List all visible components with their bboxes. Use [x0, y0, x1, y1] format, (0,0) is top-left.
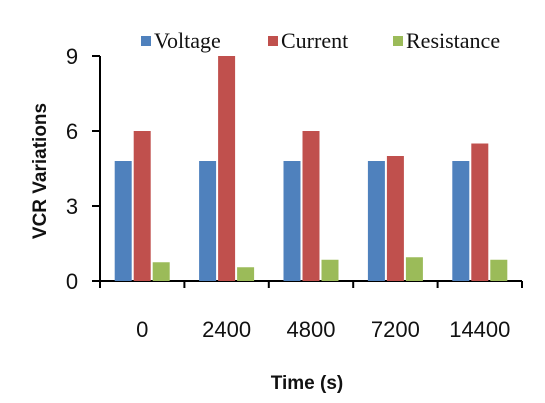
x-axis: 0 2400 4800 7200 14400	[99, 280, 523, 342]
bar-resistance-2400	[237, 267, 255, 281]
x-axis-title: Time (s)	[271, 373, 344, 394]
x-tick-label: 7200	[371, 317, 420, 342]
bar-voltage-4800	[283, 161, 301, 281]
legend-label-voltage: Voltage	[154, 28, 221, 53]
x-tick-label: 2400	[202, 317, 251, 342]
x-tick-label: 0	[136, 317, 148, 342]
bar-resistance-4800	[321, 259, 339, 281]
bars	[114, 56, 508, 281]
y-tick-label: 0	[66, 269, 78, 294]
bar-current-2400	[218, 56, 236, 281]
bar-voltage-2400	[199, 161, 217, 281]
legend-label-resistance: Resistance	[406, 28, 500, 53]
legend: Voltage Current Resistance	[141, 28, 500, 53]
bar-voltage-0	[114, 161, 132, 281]
legend-swatch-voltage	[141, 36, 151, 46]
bar-current-7200	[386, 156, 404, 281]
legend-label-current: Current	[281, 28, 348, 53]
bar-resistance-14400	[490, 259, 508, 281]
x-tick-label: 14400	[449, 317, 510, 342]
bar-voltage-7200	[367, 161, 385, 281]
bar-current-14400	[471, 143, 489, 281]
bar-current-0	[133, 131, 151, 281]
y-tick-label: 6	[66, 119, 78, 144]
bar-resistance-0	[152, 262, 170, 281]
y-axis-title: VCR Variations	[30, 103, 51, 239]
legend-swatch-current	[268, 36, 278, 46]
legend-swatch-resistance	[393, 36, 403, 46]
y-axis: 0 3 6 9	[66, 44, 101, 294]
y-tick-label: 9	[66, 44, 78, 69]
bar-voltage-14400	[452, 161, 470, 281]
y-tick-label: 3	[66, 194, 78, 219]
bar-current-4800	[302, 131, 320, 281]
x-tick-label: 4800	[287, 317, 336, 342]
bar-resistance-7200	[405, 257, 423, 281]
